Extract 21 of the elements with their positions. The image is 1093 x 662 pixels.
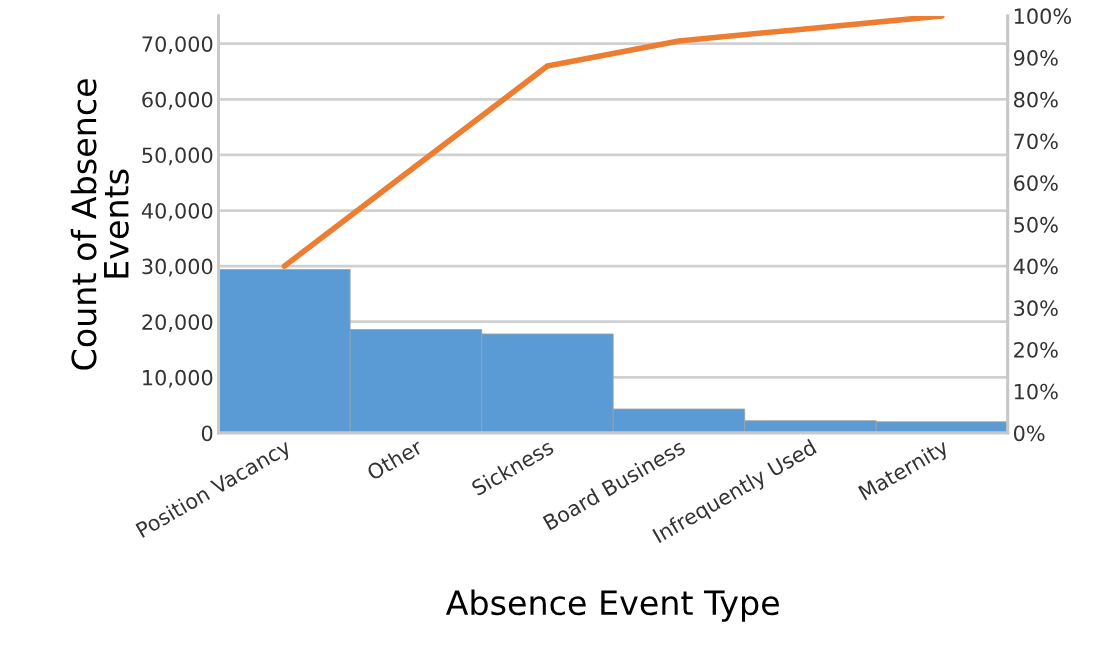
y-tick-label: 30,000 [142,258,213,277]
x-axis-title: Absence Event Type [445,589,779,622]
y-tick-label: 40,000 [141,202,213,221]
y-tick-label: 70,000 [142,36,213,55]
y2-tick-label: 40% [1013,258,1058,275]
y2-tick-label: 50% [1014,216,1058,233]
y2-tick-label: 0% [1013,425,1045,442]
y2-tick-label: 10% [1014,383,1058,400]
y2-tick-label: 70% [1014,133,1058,150]
y-axis-title: Count of Absence Events [70,79,129,370]
y-tick-label: 0 [201,425,213,442]
y2-tick-label: 80% [1014,91,1058,108]
y2-tick-label: 20% [1014,341,1058,358]
y2-tick-label: 60% [1014,175,1058,191]
y-tick-label: 50,000 [142,147,213,166]
y2-tick-label: 90% [1013,50,1058,66]
y2-tick-label: 30% [1014,300,1058,317]
y-tick-label: 20,000 [142,314,213,333]
y-tick-label: 60,000 [142,91,213,110]
y-tick-label: 10,000 [143,369,213,388]
y2-tick-label: 100% [1014,8,1072,25]
